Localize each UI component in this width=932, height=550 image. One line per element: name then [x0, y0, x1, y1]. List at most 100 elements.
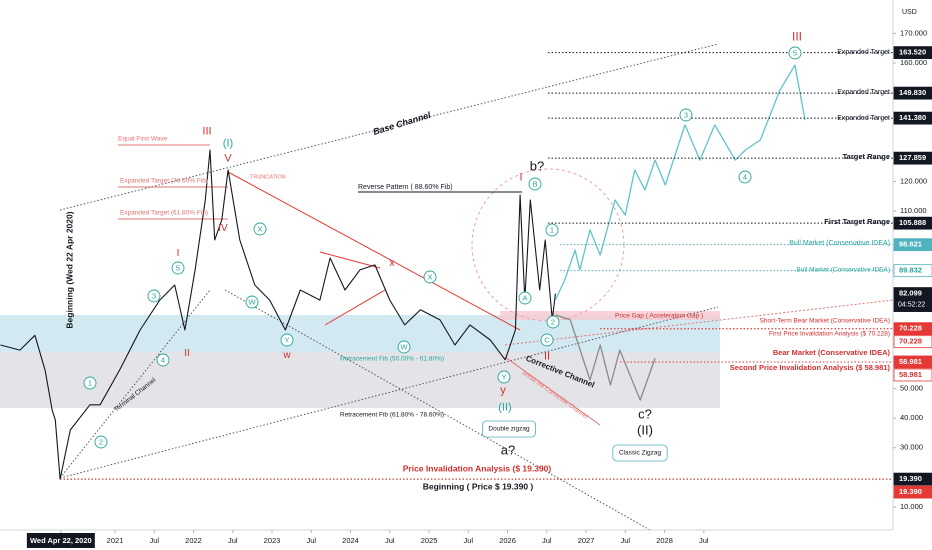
- wave-label: 1: [88, 378, 92, 387]
- wave-label: II: [184, 348, 190, 359]
- price-label-bg: [893, 472, 932, 486]
- wave-circle: [497, 370, 511, 384]
- price-label: 19.390: [899, 474, 922, 483]
- wave-label: III: [792, 30, 802, 44]
- wave-label: II: [544, 350, 550, 362]
- annotation: Short-Term Bear Market (Conservative IDE…: [760, 318, 890, 325]
- wave-label: 1: [550, 225, 554, 234]
- price-gap-zone: [500, 311, 720, 320]
- currency-label: USD: [902, 9, 917, 16]
- annotation: Expanded Target: [837, 89, 890, 96]
- price-label: 70.228: [899, 337, 922, 346]
- y-tick-label: 40.000: [900, 413, 923, 422]
- annotation-box: [612, 444, 668, 462]
- annotation: Retracement Fib (61.80% - 78.60%): [340, 412, 444, 419]
- annotation: Expanded Target: [837, 115, 890, 122]
- wave-circle: [397, 340, 411, 354]
- y-tick-label: 30.000: [900, 443, 923, 452]
- trend-line: [227, 171, 521, 331]
- y-tick-label: 170.000: [900, 28, 927, 37]
- x-tick-label: 2025: [421, 536, 438, 545]
- trend-line: [319, 251, 381, 269]
- x-tick-label: 2024: [342, 536, 359, 545]
- annotation: b?: [530, 158, 544, 173]
- wave-circle: [518, 291, 532, 305]
- price-label-bg: [893, 264, 932, 278]
- wave-label: w: [282, 350, 291, 361]
- x-tick-label: 2026: [499, 536, 516, 545]
- price-label: 105.888: [899, 218, 926, 227]
- wave-label: X: [257, 224, 262, 233]
- annotation: Expanded Target: [837, 49, 890, 56]
- price-label-bg: [893, 368, 932, 382]
- wave-circle: [423, 270, 437, 284]
- annotation: First Target Range: [824, 217, 890, 226]
- price-label-bg: [893, 46, 932, 60]
- wave-label: x: [390, 258, 395, 269]
- annotation: Beginning ( Price $ 19.390 ): [423, 481, 534, 491]
- y-tick-label: 120.000: [900, 176, 927, 185]
- wave-circle: [540, 333, 554, 347]
- x-tick-label: 2023: [264, 536, 281, 545]
- wave-label: 2: [551, 317, 555, 326]
- annotation: Classic Zigzag: [619, 450, 662, 457]
- x-tick-label: 2022: [185, 536, 202, 545]
- annotation: Price Invalidation Analysis ($ 19.390): [403, 463, 552, 473]
- x-tick-label: Jul: [620, 536, 630, 545]
- x-tick-label: Jul: [149, 536, 159, 545]
- wave-label: Y: [284, 335, 289, 344]
- corrective-channel-line: [504, 299, 894, 346]
- price-label: 141.380: [899, 113, 926, 122]
- wave-circle: [83, 376, 97, 390]
- wave-label: X: [427, 272, 432, 281]
- wave-circle: [280, 333, 294, 347]
- annotation: First Price Invalidation Analysis ($ 70.…: [769, 331, 890, 338]
- price-label-bg: [893, 86, 932, 100]
- wave-circle: [171, 261, 185, 275]
- terminal-channel: [59, 289, 211, 479]
- wave-circle: [156, 353, 170, 367]
- annotation: Bull Market (Conservative IDEA): [789, 240, 890, 247]
- price-label-bg: [893, 216, 932, 230]
- annotation: Bear Market (Conservative IDEA): [773, 348, 891, 357]
- wave-label: W: [400, 342, 408, 351]
- x-tick-label: Wed Apr 22, 2020: [30, 536, 92, 545]
- diagonal-line: [224, 289, 651, 531]
- wave-label: (I): [223, 137, 233, 149]
- price-label: 127.859: [899, 153, 926, 162]
- price-line: [555, 314, 656, 401]
- retracement-zone: [0, 315, 720, 352]
- price-label: 163.520: [899, 48, 926, 57]
- price-label: 89.832: [899, 266, 922, 275]
- wave-circle: [528, 177, 542, 191]
- annotation: c?: [638, 406, 652, 421]
- x-tick-label: Jul: [542, 536, 552, 545]
- wave-circle: [94, 435, 108, 449]
- wave-circle: [738, 170, 752, 184]
- x-tick-label: 2021: [107, 536, 124, 545]
- trend-line: [324, 289, 386, 326]
- x-tick-label: 2028: [656, 536, 673, 545]
- annotation: Retracement Fib (50.00% - 61.80%): [340, 356, 444, 363]
- wave-label: 2: [99, 437, 103, 446]
- annotation: (II): [637, 422, 653, 437]
- wave-label: I: [177, 248, 180, 259]
- x-crosshair-label-bg: [26, 533, 95, 548]
- x-tick-label: 2027: [578, 536, 595, 545]
- wave-label: I: [519, 171, 522, 183]
- y-tick-label: 110.000: [900, 206, 927, 215]
- annotation: Bull Market (Conservative IDEA): [796, 267, 890, 274]
- wave-label: 3: [152, 291, 156, 300]
- annotation: Target Range: [843, 152, 890, 161]
- wave-label: C: [544, 335, 550, 344]
- wave-circle: [253, 222, 267, 236]
- price-label: 149.830: [899, 88, 926, 97]
- price-label-bg: [893, 485, 932, 499]
- countdown: 04:52:22: [898, 301, 925, 308]
- wave-label: 4: [161, 355, 165, 364]
- wave-label: 5: [793, 48, 797, 57]
- wave-circle: [679, 108, 693, 122]
- price-label: 70.228: [899, 324, 922, 333]
- price-label: 82.099: [899, 289, 922, 298]
- price-label-bg: [893, 111, 932, 125]
